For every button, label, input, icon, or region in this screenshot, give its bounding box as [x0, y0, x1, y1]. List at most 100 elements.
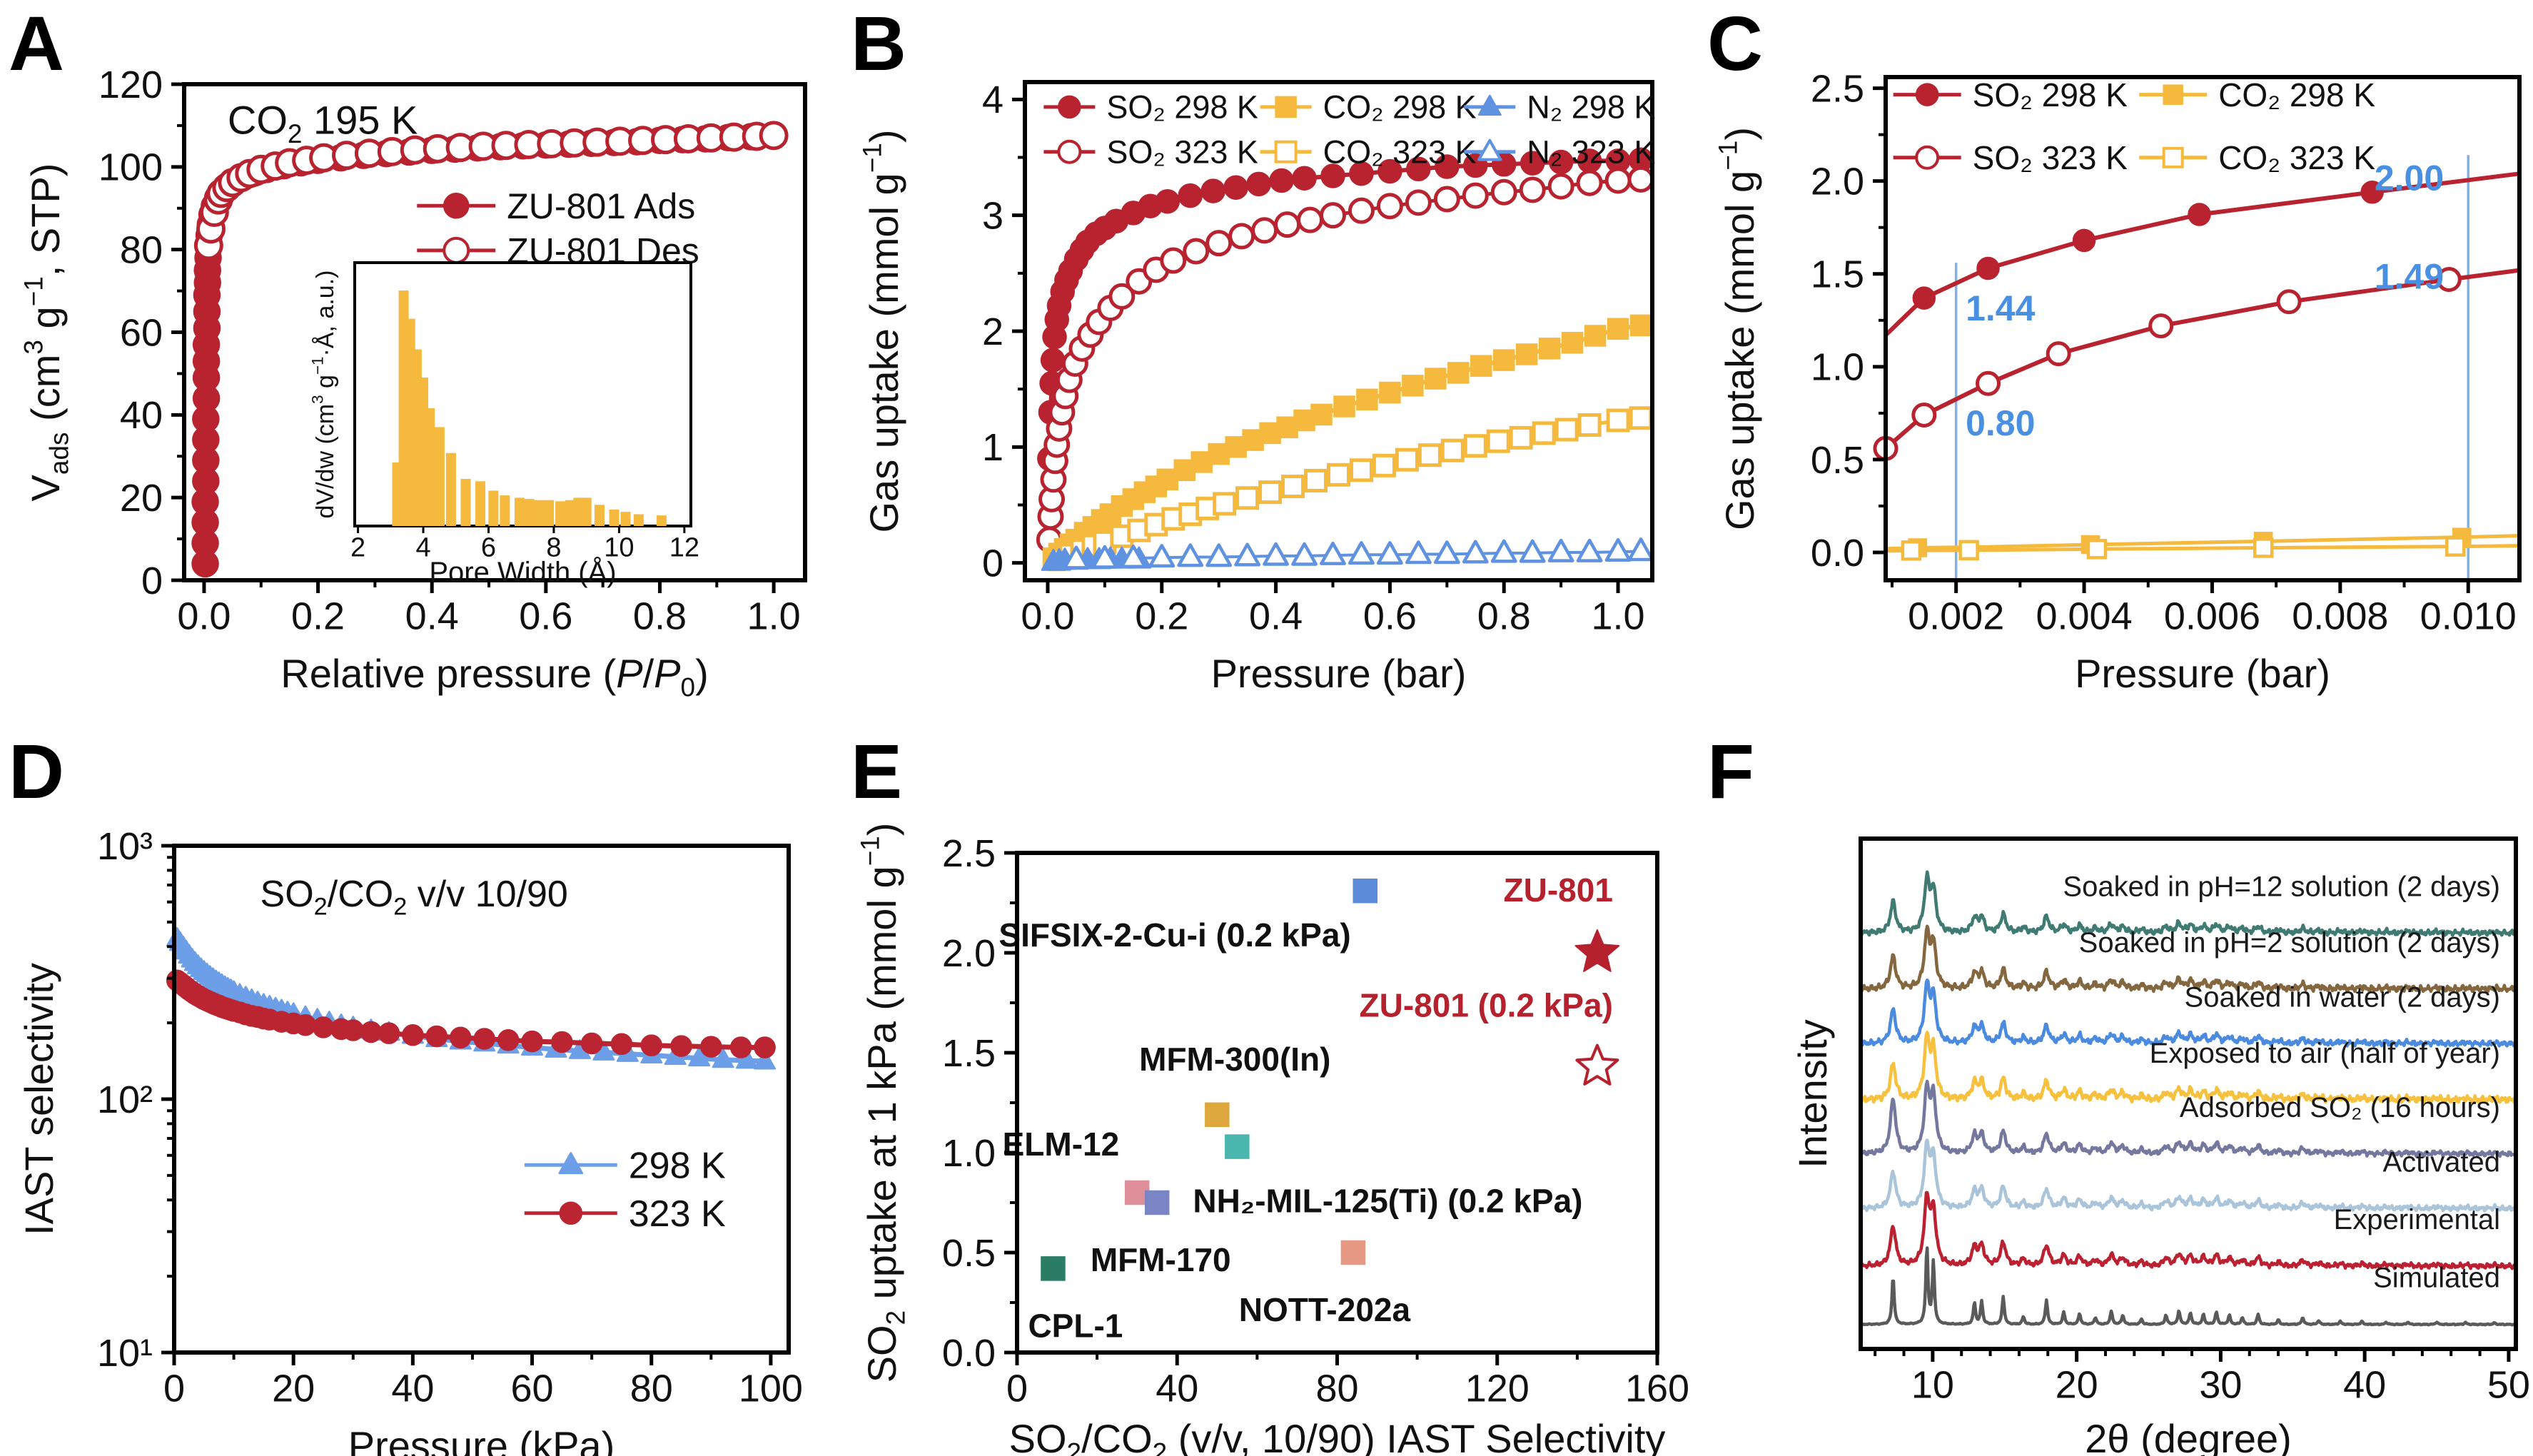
svg-text:MFM-170: MFM-170 — [1091, 1241, 1231, 1278]
svg-text:Pressure (bar): Pressure (bar) — [2075, 651, 2330, 696]
svg-text:MFM-300(In): MFM-300(In) — [1139, 1041, 1330, 1078]
svg-text:Pressure (kPa): Pressure (kPa) — [348, 1423, 615, 1456]
svg-text:323 K: 323 K — [629, 1193, 726, 1235]
svg-text:0.80: 0.80 — [1966, 403, 2035, 443]
svg-text:SO₂ 323 K: SO₂ 323 K — [1106, 133, 1258, 170]
svg-text:Soaked in pH=2 solution (2 day: Soaked in pH=2 solution (2 days) — [2079, 927, 2500, 959]
svg-text:SIFSIX-2-Cu-i (0.2 kPa): SIFSIX-2-Cu-i (0.2 kPa) — [998, 916, 1350, 954]
svg-text:NOTT-202a: NOTT-202a — [1239, 1291, 1411, 1328]
panel-f-letter: F — [1707, 728, 1754, 814]
svg-text:ZU-801: ZU-801 — [1504, 871, 1613, 909]
svg-text:2: 2 — [350, 532, 365, 562]
svg-text:ZU-801 (0.2 kPa): ZU-801 (0.2 kPa) — [1360, 987, 1613, 1024]
svg-text:160: 160 — [1625, 1367, 1689, 1410]
svg-text:Soaked in water (2 days): Soaked in water (2 days) — [2185, 981, 2500, 1013]
svg-text:10: 10 — [1911, 1363, 1954, 1406]
panel-c: 0.002 0.004 0.006 0.008 0.010 0.0 0.5 1.0 1.5 2.0… — [1699, 0, 2533, 728]
svg-text:4: 4 — [415, 532, 430, 562]
svg-text:ZU-801 Ads: ZU-801 Ads — [507, 186, 695, 226]
svg-text:0.8: 0.8 — [1477, 595, 1531, 637]
svg-text:0.0: 0.0 — [177, 595, 231, 637]
svg-text:0.8: 0.8 — [633, 595, 687, 637]
svg-text:SO2/CO2 (v/v, 10/90) IAST Sele: SO2/CO2 (v/v, 10/90) IAST Selectivity — [1009, 1416, 1666, 1456]
svg-text:120: 120 — [98, 64, 163, 106]
svg-text:Gas uptake (mmol g−1): Gas uptake (mmol g−1) — [1714, 127, 1763, 530]
svg-text:Pressure (bar): Pressure (bar) — [1211, 651, 1467, 696]
svg-text:10²: 10² — [97, 1078, 153, 1121]
svg-text:100: 100 — [98, 146, 163, 189]
svg-text:Relative pressure (P/P0): Relative pressure (P/P0) — [280, 651, 708, 702]
svg-text:1.0: 1.0 — [1811, 346, 1864, 389]
svg-text:0: 0 — [141, 560, 163, 602]
svg-text:0.2: 0.2 — [1135, 595, 1188, 637]
svg-text:0.0: 0.0 — [942, 1332, 996, 1375]
gas-uptake-chart: 0.0 0.2 0.4 0.6 0.8 1.0 0 1 2 3 4 Pressure (bar) Gas… — [858, 79, 1656, 696]
svg-text:40: 40 — [120, 394, 163, 437]
svg-text:1.44: 1.44 — [1966, 288, 2036, 328]
svg-text:Pore Width (Å): Pore Width (Å) — [429, 556, 616, 588]
svg-text:0.006: 0.006 — [2164, 595, 2260, 637]
svg-text:0.008: 0.008 — [2292, 595, 2388, 637]
svg-text:2.00: 2.00 — [2375, 158, 2444, 198]
svg-text:8: 8 — [546, 532, 561, 562]
svg-text:80: 80 — [630, 1367, 673, 1410]
svg-text:SO₂ 323 K: SO₂ 323 K — [1973, 139, 2128, 176]
svg-text:CO₂ 323 K: CO₂ 323 K — [1323, 133, 1477, 170]
svg-text:20: 20 — [120, 477, 163, 520]
svg-text:0.4: 0.4 — [1249, 595, 1303, 637]
svg-text:6: 6 — [481, 532, 496, 562]
svg-text:30: 30 — [2199, 1363, 2242, 1406]
svg-text:N₂ 298 K: N₂ 298 K — [1527, 89, 1655, 126]
svg-text:SO2 uptake at 1 kPa (mmol g−1): SO2 uptake at 1 kPa (mmol g−1) — [856, 823, 911, 1383]
svg-text:0.010: 0.010 — [2420, 595, 2517, 637]
svg-text:298 K: 298 K — [629, 1146, 726, 1187]
svg-text:50: 50 — [2487, 1363, 2530, 1406]
svg-text:4: 4 — [982, 79, 1003, 121]
svg-text:Simulated: Simulated — [2373, 1263, 2500, 1294]
svg-text:60: 60 — [120, 311, 163, 354]
svg-text:0.002: 0.002 — [1908, 595, 2004, 637]
svg-text:Experimental: Experimental — [2334, 1204, 2500, 1235]
svg-text:80: 80 — [120, 229, 163, 272]
svg-text:SO₂ 298 K: SO₂ 298 K — [1973, 76, 2128, 113]
svg-text:1.5: 1.5 — [942, 1032, 996, 1075]
svg-text:1: 1 — [982, 426, 1003, 469]
svg-text:0.5: 0.5 — [1811, 439, 1864, 482]
svg-text:0: 0 — [1006, 1367, 1028, 1410]
svg-text:2θ (degree): 2θ (degree) — [2085, 1416, 2292, 1456]
svg-text:dV/dw (cm3 g−1·Å, a.u.): dV/dw (cm3 g−1·Å, a.u.) — [309, 271, 339, 519]
svg-text:80: 80 — [1315, 1367, 1358, 1410]
panel-b-letter: B — [851, 0, 906, 86]
svg-text:0.2: 0.2 — [291, 595, 345, 637]
svg-text:0.6: 0.6 — [519, 595, 572, 637]
svg-text:0.6: 0.6 — [1363, 595, 1417, 637]
svg-text:CO₂ 298 K: CO₂ 298 K — [1323, 89, 1477, 126]
svg-text:40: 40 — [391, 1367, 434, 1410]
panel-b: 0.0 0.2 0.4 0.6 0.8 1.0 0 1 2 3 4 Pressure (bar) Gas… — [842, 0, 1699, 728]
svg-text:Exposed to air (half of year): Exposed to air (half of year) — [2150, 1038, 2500, 1069]
svg-text:Adsorbed SO₂ (16 hours): Adsorbed SO₂ (16 hours) — [2180, 1092, 2500, 1123]
svg-text:Vads (cm3 g−1, STP): Vads (cm3 g−1, STP) — [19, 163, 74, 502]
svg-text:CO2 195 K: CO2 195 K — [228, 98, 418, 148]
panel-f: Soaked in pH=12 solution (2 days) Soaked … — [1699, 728, 2533, 1456]
uptake-vs-selectivity-chart: SIFSIX-2-Cu-i (0.2 kPa) ZU-801 ZU-801 (0.2… — [856, 823, 1690, 1456]
panel-e-letter: E — [851, 728, 903, 814]
co2-isotherm-chart: 0.0 0.2 0.4 0.6 0.8 1.0 0 20 40 60 80 100 120 Relativ… — [19, 64, 807, 702]
svg-text:Soaked in pH=12 solution (2 da: Soaked in pH=12 solution (2 days) — [2063, 871, 2500, 902]
panel-d: 0 20 40 60 80 100 10¹ 10² 10³ Pressure (kPa) IAST … — [0, 728, 842, 1456]
svg-text:1.0: 1.0 — [747, 595, 801, 637]
svg-text:20: 20 — [272, 1367, 315, 1410]
svg-text:Intensity: Intensity — [1790, 1019, 1835, 1168]
svg-text:0.0: 0.0 — [1811, 532, 1864, 575]
svg-text:3: 3 — [982, 195, 1003, 238]
svg-text:10³: 10³ — [97, 825, 153, 868]
svg-text:0: 0 — [982, 542, 1003, 585]
svg-text:NH₂-MIL-125(Ti) (0.2 kPa): NH₂-MIL-125(Ti) (0.2 kPa) — [1193, 1183, 1582, 1220]
svg-text:12: 12 — [669, 532, 699, 562]
svg-text:1.49: 1.49 — [2375, 257, 2444, 297]
svg-text:60: 60 — [511, 1367, 554, 1410]
svg-text:0.5: 0.5 — [942, 1232, 996, 1275]
svg-text:100: 100 — [739, 1367, 803, 1410]
svg-text:10¹: 10¹ — [97, 1332, 153, 1375]
